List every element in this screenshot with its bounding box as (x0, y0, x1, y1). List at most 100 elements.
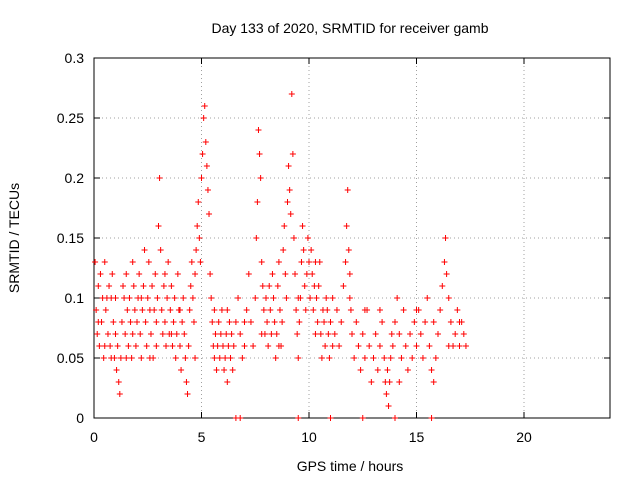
data-point (441, 259, 448, 265)
data-point (107, 343, 114, 349)
data-point (460, 331, 467, 337)
data-point (224, 379, 231, 385)
data-point (270, 295, 277, 301)
data-point (361, 355, 368, 361)
data-point (279, 319, 286, 325)
data-point (195, 199, 202, 205)
data-point (283, 295, 290, 301)
data-point (171, 295, 178, 301)
data-point (400, 307, 407, 313)
data-point (115, 379, 122, 385)
data-point (387, 355, 394, 361)
y-tick-label: 0.15 (57, 230, 84, 246)
data-point (192, 355, 199, 361)
data-point (443, 271, 450, 277)
data-point (127, 319, 134, 325)
data-point (199, 151, 206, 157)
data-point (187, 283, 194, 289)
data-point (149, 283, 156, 289)
data-point (173, 331, 180, 337)
data-point (424, 295, 431, 301)
data-point (163, 343, 170, 349)
data-point (323, 295, 330, 301)
data-point (159, 331, 166, 337)
data-point (121, 295, 128, 301)
data-point (342, 259, 349, 265)
data-point (274, 283, 281, 289)
data-point (349, 331, 355, 337)
data-point (229, 367, 236, 373)
data-point (265, 343, 272, 349)
data-point (211, 307, 218, 313)
data-point (226, 319, 233, 325)
data-point (276, 307, 283, 313)
data-point (445, 295, 452, 301)
data-point (192, 271, 199, 277)
data-point (122, 331, 129, 337)
data-point (123, 355, 130, 361)
data-point (245, 271, 252, 277)
data-point (138, 295, 145, 301)
data-point (435, 331, 441, 337)
data-point (298, 259, 305, 265)
data-point (273, 331, 280, 337)
chart-title: Day 133 of 2020, SRMTID for receiver gam… (211, 20, 488, 36)
data-point (95, 283, 102, 289)
data-point (282, 271, 289, 277)
data-point (407, 331, 414, 337)
data-point (333, 307, 340, 313)
data-point (214, 343, 221, 349)
data-point (168, 283, 175, 289)
data-point (428, 415, 435, 421)
data-point (310, 307, 317, 313)
data-point (124, 307, 131, 313)
data-point (239, 355, 246, 361)
data-point (308, 247, 315, 253)
data-point (321, 319, 328, 325)
data-point (140, 283, 147, 289)
data-point (200, 115, 207, 121)
data-point (366, 343, 373, 349)
data-point (134, 319, 140, 325)
data-point (250, 343, 257, 349)
data-point (426, 343, 433, 349)
data-point (157, 247, 164, 253)
data-point (247, 319, 254, 325)
data-point (147, 331, 154, 337)
data-point (169, 343, 176, 349)
data-point (96, 343, 103, 349)
x-axis-label: GPS time / hours (297, 458, 404, 474)
data-point (110, 319, 117, 325)
data-point (386, 379, 393, 385)
x-tick-label: 15 (409, 429, 425, 445)
data-point (241, 343, 248, 349)
data-point (137, 331, 144, 337)
data-point (232, 319, 239, 325)
data-point (138, 355, 145, 361)
data-point (385, 403, 392, 409)
data-point (413, 307, 420, 313)
data-point (409, 355, 416, 361)
data-point (132, 343, 139, 349)
data-point (462, 343, 469, 349)
data-point (202, 139, 209, 145)
data-point (302, 307, 309, 313)
data-point (329, 295, 336, 301)
data-point (376, 343, 383, 349)
data-point (230, 343, 237, 349)
data-point (307, 295, 314, 301)
data-point (198, 175, 205, 181)
data-point (359, 415, 366, 421)
data-point (392, 415, 398, 421)
data-point (167, 307, 174, 313)
data-point (112, 331, 119, 337)
data-point (120, 283, 127, 289)
data-point (114, 343, 121, 349)
data-point (237, 415, 244, 421)
data-point (154, 295, 161, 301)
data-point (142, 319, 149, 325)
data-point (303, 271, 310, 277)
data-point (116, 391, 123, 397)
data-point (155, 223, 162, 229)
